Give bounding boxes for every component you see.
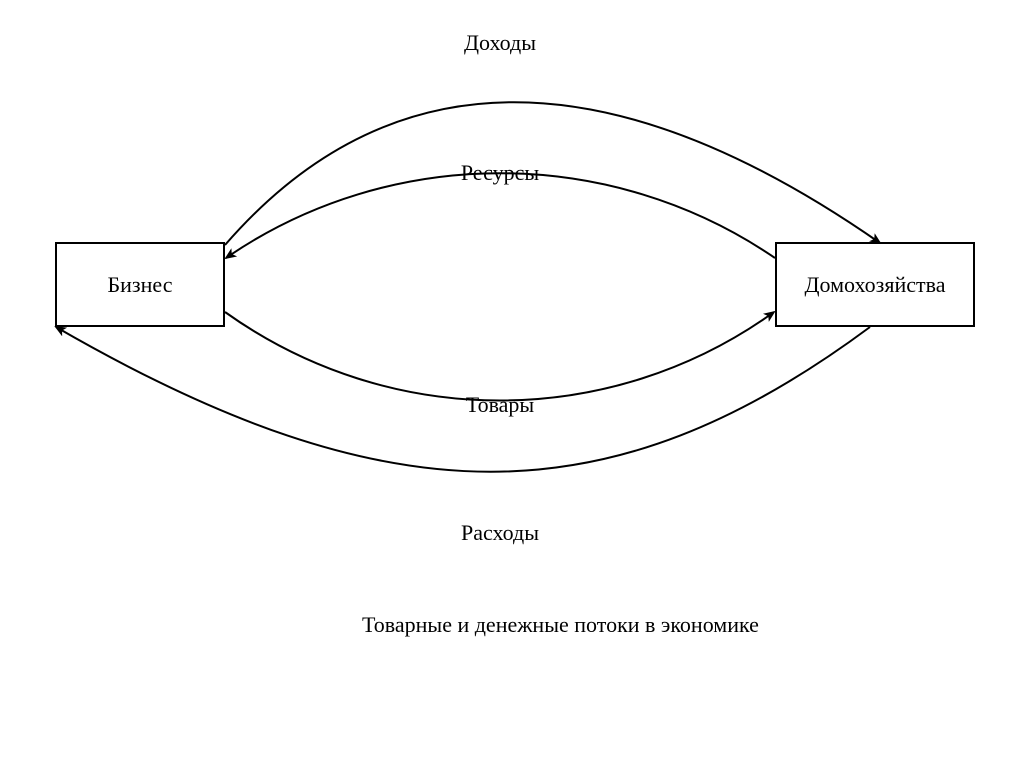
edges-layer: [0, 0, 1024, 768]
label-resources: Ресурсы: [350, 160, 650, 186]
node-business: Бизнес: [55, 242, 225, 327]
diagram-stage: Бизнес Домохозяйства Доходы Ресурсы Това…: [0, 0, 1024, 768]
node-households-label: Домохозяйства: [805, 272, 946, 298]
label-goods: Товары: [350, 392, 650, 418]
node-households: Домохозяйства: [775, 242, 975, 327]
edge-goods: [225, 312, 774, 401]
label-income: Доходы: [350, 30, 650, 56]
caption: Товарные и денежные потоки в экономике: [362, 612, 662, 638]
label-expenses: Расходы: [350, 520, 650, 546]
node-business-label: Бизнес: [108, 272, 173, 298]
